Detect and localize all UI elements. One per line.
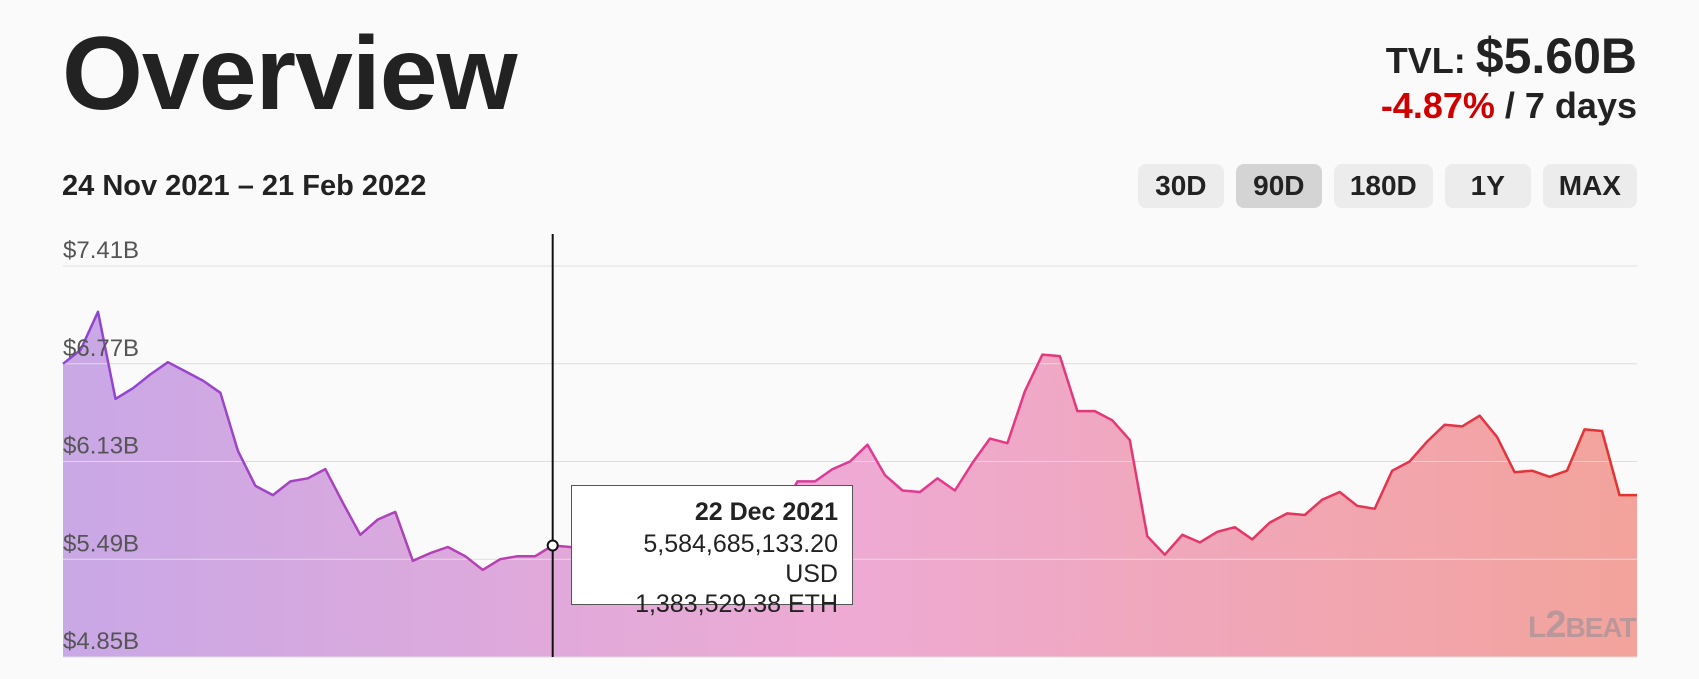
tvl-label: TVL: <box>1385 40 1466 81</box>
chart-tooltip: 22 Dec 2021 5,584,685,133.20 USD 1,383,5… <box>571 485 853 618</box>
chart-hover-point <box>546 539 559 552</box>
tooltip-usd-value: 5,584,685,133.20 USD <box>643 529 838 588</box>
range-button-1y[interactable]: 1Y <box>1444 164 1531 208</box>
chart-y-tick-label: $6.13B <box>63 433 139 460</box>
tvl-change-period: / 7 days <box>1504 85 1637 126</box>
logo-beat: BEAT <box>1565 612 1636 643</box>
logo-two: 2 <box>1545 604 1566 646</box>
chart-y-tick-label: $4.85B <box>63 628 139 655</box>
l2beat-logo: L2BEAT <box>1528 604 1637 647</box>
tvl-line: TVL: $5.60B <box>1381 26 1637 86</box>
chart-y-tick-label: $7.41B <box>63 237 139 264</box>
tooltip-eth-value: 1,383,529.38 ETH <box>635 589 838 618</box>
chart-y-tick-label: $6.77B <box>63 335 139 362</box>
chart-series-line <box>62 310 1637 572</box>
range-button-90d[interactable]: 90D <box>1235 164 1322 208</box>
range-button-180d[interactable]: 180D <box>1333 164 1433 208</box>
date-range: 24 Nov 2021 – 21 Feb 2022 <box>62 170 427 202</box>
tvl-change-percent: -4.87% <box>1380 85 1495 126</box>
tvl-change-line: -4.87% / 7 days <box>1381 86 1637 126</box>
tooltip-date: 22 Dec 2021 <box>694 498 838 526</box>
chart-y-tick-label: $5.49B <box>63 530 139 557</box>
range-selector: 30D 90D 180D 1Y MAX <box>1137 164 1637 208</box>
range-button-max[interactable]: MAX <box>1542 164 1637 208</box>
tvl-summary: TVL: $5.60B -4.87% / 7 days <box>1381 26 1637 126</box>
range-button-30d[interactable]: 30D <box>1137 164 1224 208</box>
logo-l: L <box>1528 611 1546 644</box>
page-title: Overview <box>62 16 518 132</box>
chart-area-fill <box>63 311 1637 657</box>
tvl-value: $5.60B <box>1475 28 1637 84</box>
